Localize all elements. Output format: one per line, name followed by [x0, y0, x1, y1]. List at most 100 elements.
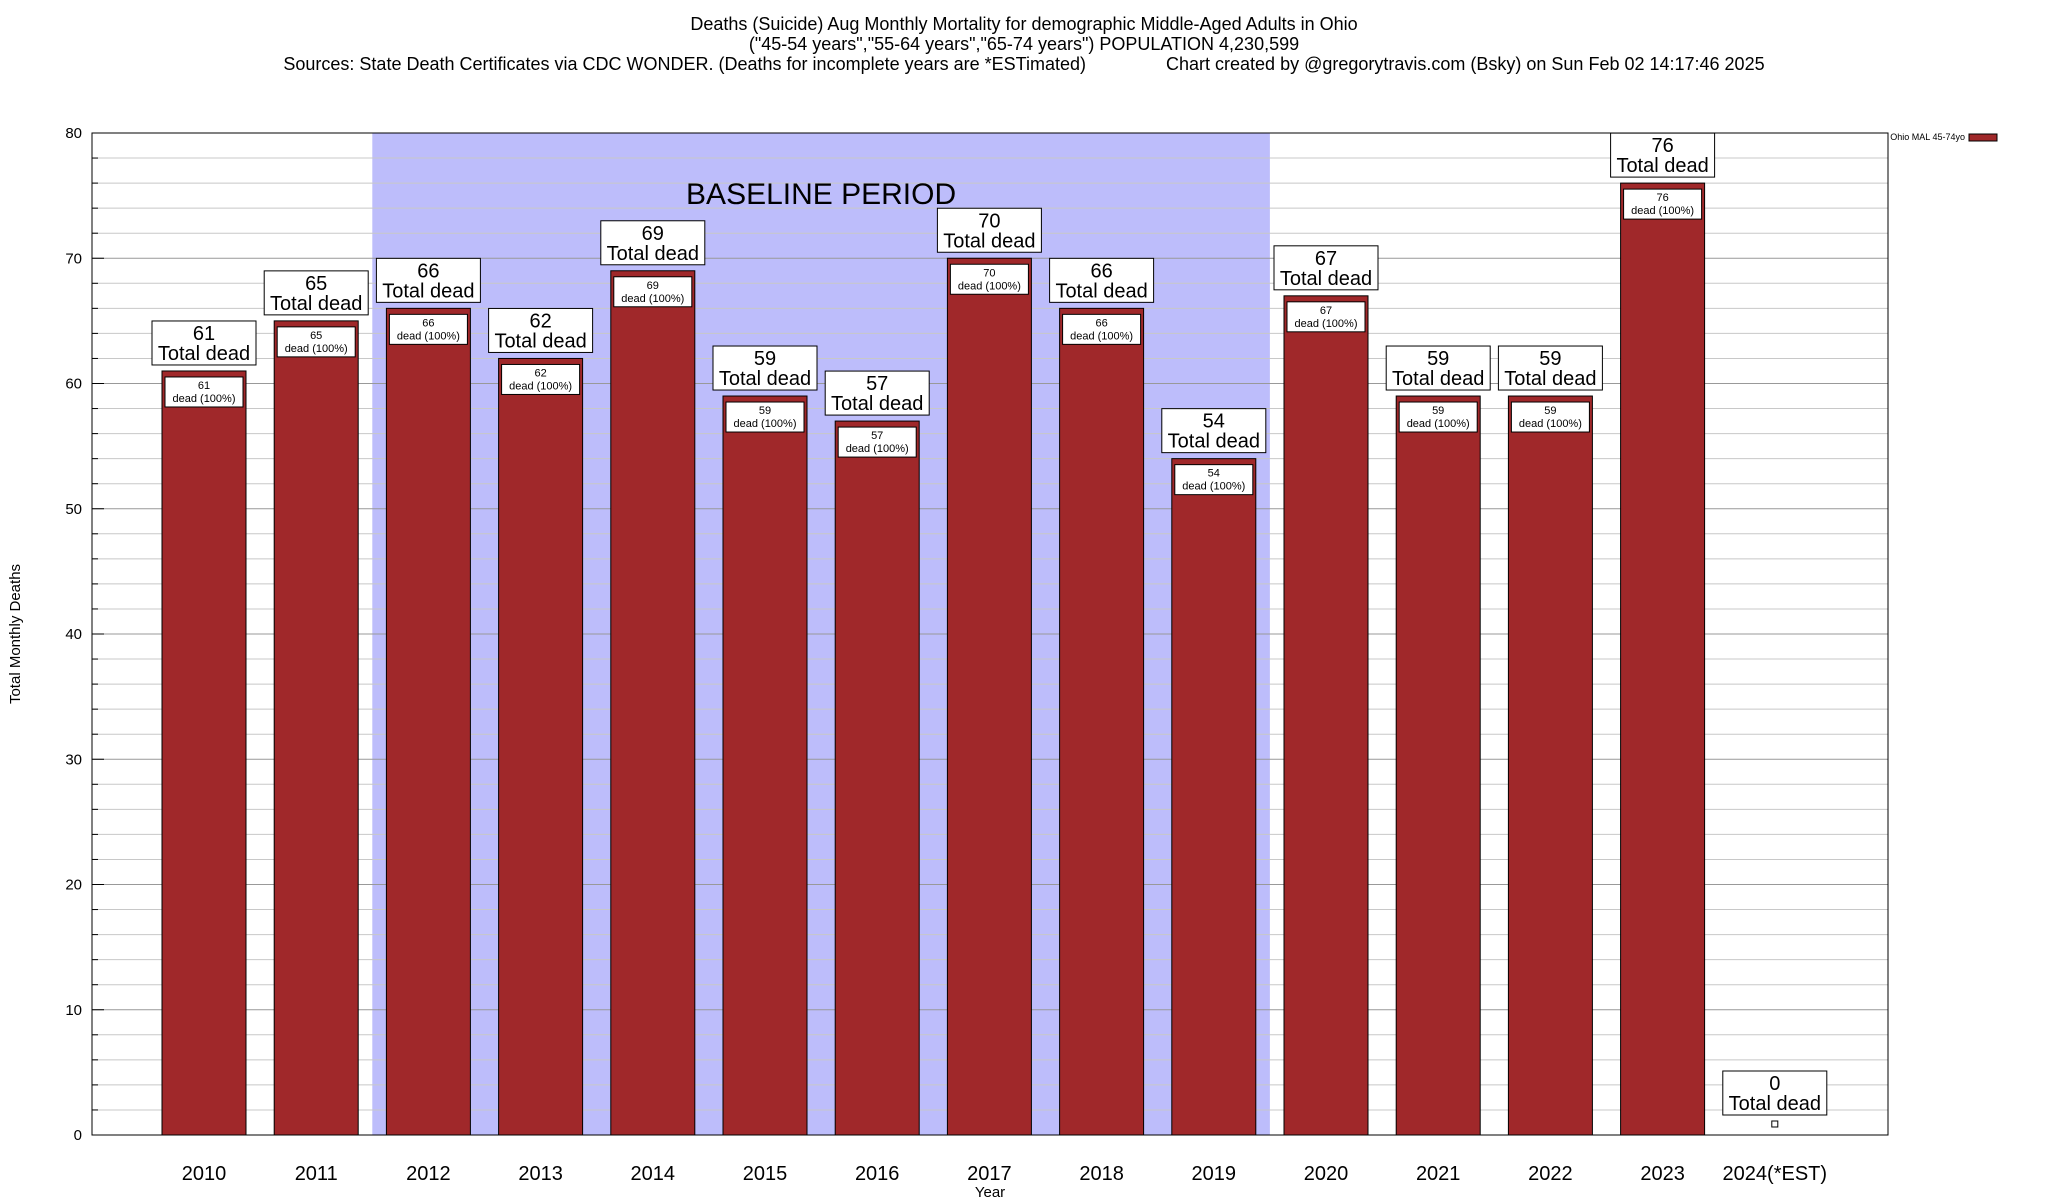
bar-inner-label-box	[1398, 401, 1478, 433]
bar-inner-pct-label: dead (100%)	[1519, 418, 1582, 430]
total-label-box	[263, 270, 369, 316]
bar-inner-label-box	[276, 326, 356, 358]
bar-inner-label-box	[388, 313, 468, 345]
total-value-label: 65	[305, 273, 327, 295]
bar-inner-pct-label: dead (100%)	[1631, 205, 1694, 217]
bar-inner-label-box	[1510, 401, 1590, 433]
total-value-label: 66	[1090, 260, 1112, 282]
total-label-box	[712, 345, 818, 391]
legend-swatch	[1968, 133, 1998, 142]
bar-inner-pct-label: dead (100%)	[734, 418, 797, 430]
total-value-label: 66	[417, 260, 439, 282]
bar-inner-label-box	[1286, 301, 1366, 333]
total-dead-label: Total dead	[1392, 368, 1484, 390]
bar-inner-pct-label: dead (100%)	[285, 343, 348, 355]
total-value-label: 62	[529, 310, 551, 332]
plot-frame	[91, 132, 1889, 1136]
x-tick-label: 2020	[1304, 1163, 1349, 1185]
total-dead-label: Total dead	[831, 393, 923, 415]
total-label-box	[375, 257, 481, 303]
bar-inner-value-label: 61	[198, 380, 210, 392]
total-dead-label: Total dead	[719, 368, 811, 390]
bar-inner-value-label: 65	[310, 330, 322, 342]
total-label-box	[1049, 257, 1155, 303]
x-tick-label: 2019	[1192, 1163, 1237, 1185]
chart-title-line-1: Deaths (Suicide) Aug Monthly Mortality f…	[690, 14, 1358, 34]
bar-inner-value-label: 54	[1208, 468, 1220, 480]
y-axis-label: Total Monthly Deaths	[7, 564, 24, 704]
total-dead-label: Total dead	[1055, 280, 1147, 302]
total-dead-label: Total dead	[607, 243, 699, 265]
bar-inner-pct-label: dead (100%)	[1070, 330, 1133, 342]
bar-inner-label-box	[1623, 188, 1703, 220]
x-tick-label: 2011	[295, 1163, 338, 1185]
total-value-label: 59	[1427, 348, 1449, 370]
bar-inner-value-label: 67	[1320, 305, 1332, 317]
bar	[722, 395, 808, 1136]
y-tick-label: 0	[74, 1127, 82, 1144]
total-dead-label: Total dead	[1168, 431, 1260, 453]
y-tick-label: 30	[65, 751, 82, 768]
bar-inner-pct-label: dead (100%)	[621, 293, 684, 305]
bar	[161, 370, 247, 1136]
total-dead-label: Total dead	[943, 230, 1035, 252]
bar-inner-value-label: 66	[422, 317, 434, 329]
total-label-box	[1722, 1070, 1828, 1116]
bar-inner-value-label: 59	[1544, 405, 1556, 417]
total-label-box	[1497, 345, 1603, 391]
y-tick-label: 20	[65, 877, 82, 894]
bar-inner-pct-label: dead (100%)	[1182, 481, 1245, 493]
bar-inner-value-label: 62	[534, 367, 546, 379]
bar-inner-pct-label: dead (100%)	[846, 443, 909, 455]
chart-title-line-2: ("45-54 years","55-64 years","65-74 year…	[748, 34, 1300, 54]
x-tick-label: 2012	[406, 1163, 451, 1185]
bar-inner-label-box	[1062, 313, 1142, 345]
total-dead-label: Total dead	[494, 330, 586, 352]
total-dead-label: Total dead	[1616, 155, 1708, 177]
x-tick-label: 2014	[631, 1163, 676, 1185]
bar-inner-pct-label: dead (100%)	[173, 393, 236, 405]
bar-zero-marker	[1771, 1120, 1779, 1128]
y-tick-label: 60	[65, 376, 82, 393]
bar-inner-value-label: 59	[1432, 405, 1444, 417]
total-value-label: 59	[754, 348, 776, 370]
y-tick-label: 70	[65, 250, 82, 267]
total-dead-label: Total dead	[270, 293, 362, 315]
x-tick-label: 2018	[1079, 1163, 1124, 1185]
total-value-label: 59	[1539, 348, 1561, 370]
chart-title-line-3: Sources: State Death Certificates via CD…	[283, 54, 1765, 74]
x-tick-label: 2015	[743, 1163, 788, 1185]
bar-inner-value-label: 76	[1656, 192, 1668, 204]
y-tick-label: 80	[65, 125, 82, 142]
bar	[498, 357, 584, 1136]
bar-inner-value-label: 66	[1095, 317, 1107, 329]
total-label-box	[1161, 408, 1267, 454]
total-value-label: 69	[642, 223, 664, 245]
bar-inner-pct-label: dead (100%)	[1295, 318, 1358, 330]
bar-inner-value-label: 70	[983, 267, 995, 279]
bar	[1283, 295, 1369, 1136]
x-tick-label: 2017	[967, 1163, 1012, 1185]
bar-inner-label-box	[501, 363, 581, 395]
x-tick-label: 2022	[1528, 1163, 1573, 1185]
total-label-box	[1273, 245, 1379, 291]
total-value-label: 61	[193, 323, 215, 345]
legend-label: Ohio MAL 45-74yo	[1890, 132, 1965, 142]
baseline-period-label: BASELINE PERIOD	[686, 178, 956, 211]
bar	[1171, 458, 1257, 1136]
bar	[1059, 307, 1145, 1136]
x-tick-label: 2021	[1416, 1163, 1461, 1185]
bar-inner-value-label: 59	[759, 405, 771, 417]
x-tick-label: 2010	[182, 1163, 227, 1185]
bar-inner-label-box	[613, 276, 693, 308]
total-label-box	[936, 207, 1042, 253]
bar	[1395, 395, 1481, 1136]
x-axis-label: Year	[975, 1184, 1005, 1200]
bar	[385, 307, 471, 1136]
total-value-label: 70	[978, 210, 1000, 232]
total-value-label: 57	[866, 373, 888, 395]
bar-inner-value-label: 69	[647, 280, 659, 292]
bar-inner-pct-label: dead (100%)	[509, 380, 572, 392]
bar-inner-pct-label: dead (100%)	[958, 280, 1021, 292]
